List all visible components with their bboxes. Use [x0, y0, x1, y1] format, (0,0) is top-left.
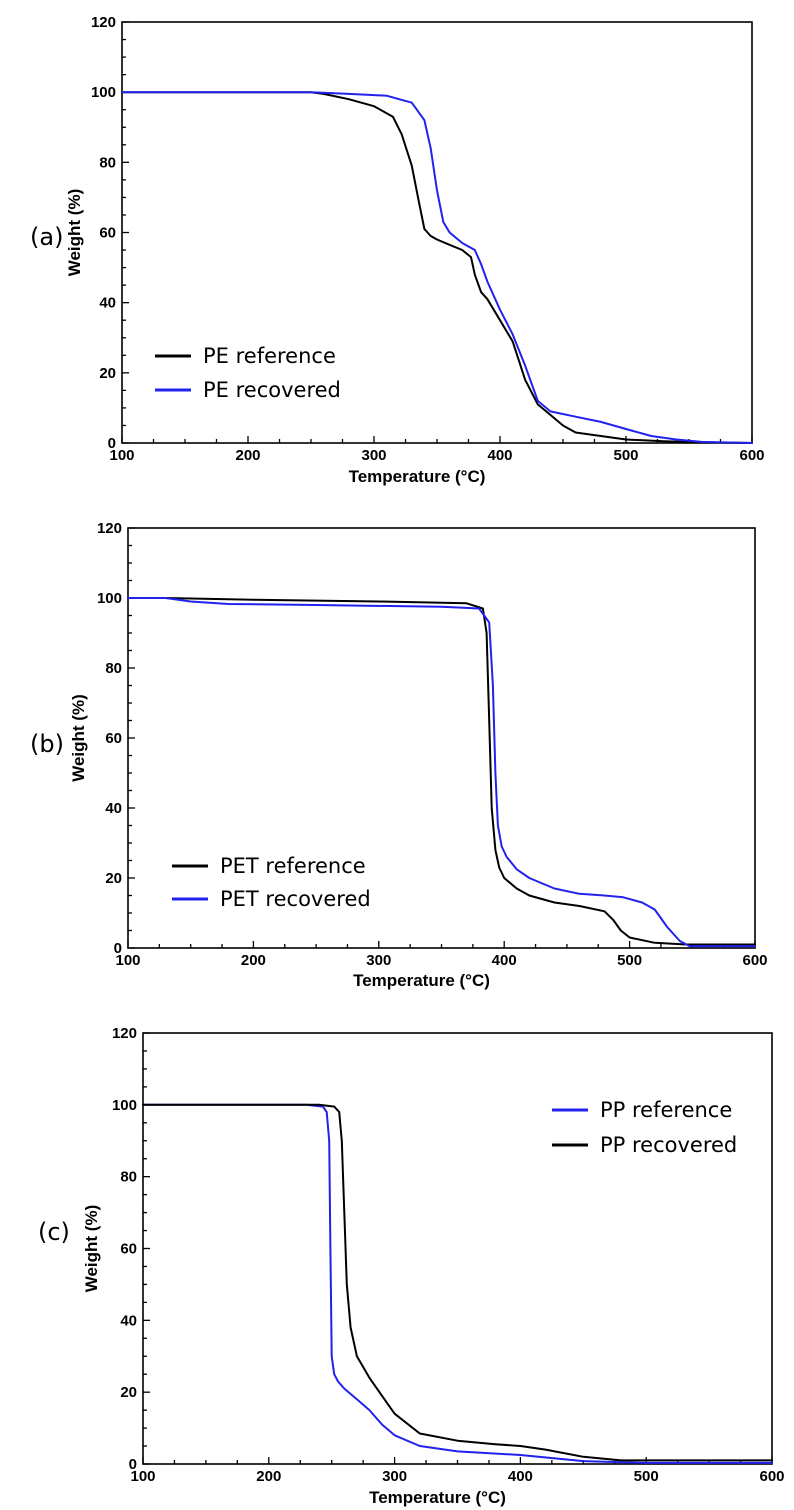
- y-tick-label: 120: [91, 14, 116, 31]
- x-tick-label: 100: [109, 447, 134, 464]
- legend: PP reference PP recovered: [552, 1098, 737, 1157]
- y-tick-label: 40: [105, 800, 122, 817]
- y-tick-label: 120: [112, 1025, 137, 1042]
- x-tick-label: 400: [508, 1468, 533, 1485]
- y-tick-label: 80: [99, 154, 116, 171]
- x-tick-label: 500: [613, 447, 638, 464]
- x-tick-label: 600: [739, 447, 764, 464]
- panel-label: (a): [30, 223, 63, 251]
- x-axis-label: Temperature (°C): [353, 971, 490, 990]
- x-tick-label: 500: [617, 952, 642, 969]
- panel-label: (b): [30, 730, 64, 758]
- y-tick-label: 100: [112, 1097, 137, 1114]
- legend-entry: PP recovered: [600, 1133, 737, 1157]
- y-tick-label: 80: [105, 660, 122, 677]
- series-line-pp-reference: [142, 1103, 773, 1464]
- x-tick-label: 300: [361, 447, 386, 464]
- chart-panel-b: 100 200 300 400 500 600 0 20 40 60 80 100 120 Tempera…: [30, 520, 768, 990]
- y-tick-label: 20: [120, 1384, 137, 1401]
- x-tick-label: 500: [634, 1468, 659, 1485]
- series-line-pe-reference: [121, 91, 753, 444]
- y-tick-label: 20: [105, 870, 122, 887]
- y-tick-label: 40: [120, 1312, 137, 1329]
- x-tick-label: 600: [759, 1468, 784, 1485]
- x-tick-label: 400: [492, 952, 517, 969]
- y-tick-label: 40: [99, 295, 116, 312]
- x-tick-label: 300: [382, 1468, 407, 1485]
- series-line-pet-recovered: [127, 597, 756, 948]
- y-tick-label: 0: [114, 940, 122, 957]
- y-tick-label: 0: [108, 435, 116, 452]
- y-tick-label: 80: [120, 1169, 137, 1186]
- chart-panel-a: 100 200 300 400 500 600 0 20 40 60 80 100 120 Tempera…: [30, 14, 765, 486]
- legend-entry: PET recovered: [220, 887, 371, 911]
- y-tick-label: 60: [99, 225, 116, 242]
- panel-label: (c): [38, 1218, 70, 1246]
- y-axis-label: Weight (%): [82, 1205, 101, 1293]
- legend-entry: PET reference: [220, 854, 366, 878]
- x-tick-label: 200: [235, 447, 260, 464]
- y-tick-label: 100: [97, 590, 122, 607]
- legend-entry: PP reference: [600, 1098, 732, 1122]
- y-axis-label: Weight (%): [69, 694, 88, 782]
- plot-frame: [127, 527, 756, 949]
- series-line-pe-recovered: [121, 91, 753, 444]
- x-tick-label: 100: [130, 1468, 155, 1485]
- y-tick-label: 120: [97, 520, 122, 537]
- legend: PE reference PE recovered: [155, 344, 341, 402]
- x-tick-label: 300: [366, 952, 391, 969]
- y-tick-label: 60: [105, 730, 122, 747]
- series-line-pp-recovered: [142, 1103, 773, 1462]
- x-tick-label: 200: [241, 952, 266, 969]
- y-axis-label: Weight (%): [65, 189, 84, 277]
- x-tick-label: 200: [256, 1468, 281, 1485]
- x-tick-label: 400: [487, 447, 512, 464]
- legend-entry: PE recovered: [203, 378, 341, 402]
- series-line-pet-reference: [127, 597, 756, 946]
- x-tick-label: 600: [742, 952, 767, 969]
- x-axis-label: Temperature (°C): [369, 1488, 506, 1507]
- legend: PET reference PET recovered: [172, 854, 371, 911]
- legend-entry: PE reference: [203, 344, 336, 368]
- chart-panel-c: 100 200 300 400 500 600 0 20 40 60 80 100 120 Tempera…: [38, 1025, 785, 1507]
- y-tick-label: 0: [129, 1456, 137, 1473]
- y-tick-label: 60: [120, 1241, 137, 1258]
- x-axis-label: Temperature (°C): [349, 467, 486, 486]
- y-tick-label: 20: [99, 365, 116, 382]
- y-tick-label: 100: [91, 84, 116, 101]
- x-tick-label: 100: [115, 952, 140, 969]
